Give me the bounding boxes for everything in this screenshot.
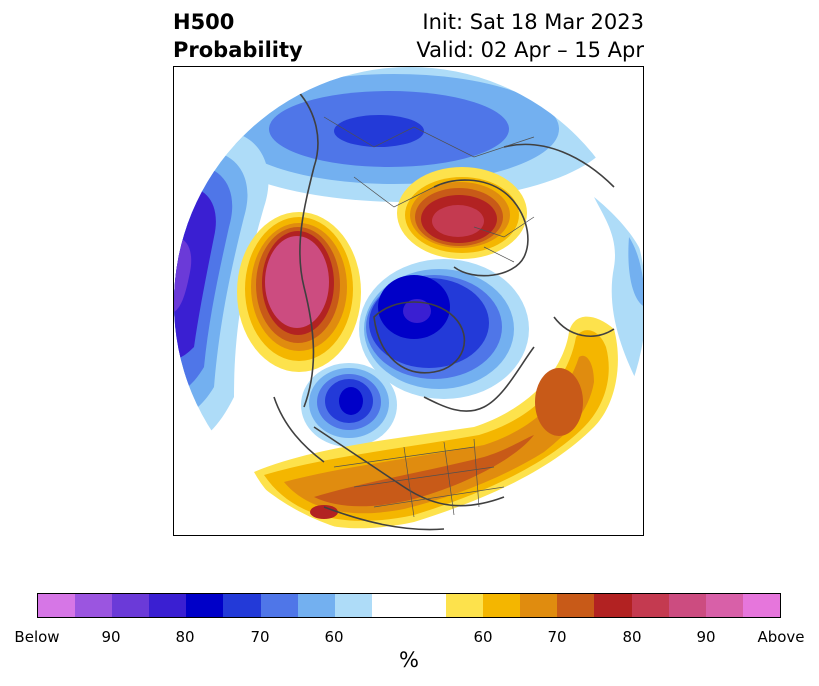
cb-seg-5 xyxy=(186,594,224,617)
cb-seg-11 xyxy=(483,594,521,617)
cb-seg-2 xyxy=(75,594,113,617)
probability-colorbar xyxy=(37,593,781,618)
cb-seg-1 xyxy=(38,594,76,617)
polar-map xyxy=(173,66,644,536)
cb-tick-below: Below xyxy=(14,628,60,646)
probability-map-svg xyxy=(174,67,643,535)
cb-seg-10 xyxy=(446,594,484,617)
title-variable: H500 xyxy=(173,10,235,34)
cb-tick-above: Above xyxy=(757,628,805,646)
cb-tick-90-below: 90 xyxy=(101,628,121,646)
cb-tick-80-above: 80 xyxy=(622,628,642,646)
coastlines xyxy=(273,86,615,531)
cb-seg-6 xyxy=(223,594,261,617)
cb-tick-60-below: 60 xyxy=(324,628,344,646)
cb-tick-70-above: 70 xyxy=(547,628,567,646)
title-type: Probability xyxy=(173,38,303,62)
date-info: Init: Sat 18 Mar 2023 Valid: 02 Apr – 15… xyxy=(416,8,644,64)
cb-tick-60-above: 60 xyxy=(473,628,493,646)
valid-range: Valid: 02 Apr – 15 Apr xyxy=(416,38,644,62)
political-borders xyxy=(323,116,535,518)
cb-seg-8 xyxy=(297,594,335,617)
cb-seg-neutral xyxy=(371,594,447,617)
cb-seg-17 xyxy=(705,594,743,617)
cb-tick-80-below: 80 xyxy=(175,628,195,646)
cb-seg-12 xyxy=(520,594,558,617)
cb-seg-14 xyxy=(594,594,632,617)
cb-seg-15 xyxy=(631,594,669,617)
colorbar-unit-label: % xyxy=(399,648,419,672)
cb-seg-3 xyxy=(112,594,150,617)
cb-tick-90-above: 90 xyxy=(696,628,716,646)
cb-seg-13 xyxy=(557,594,595,617)
cb-seg-7 xyxy=(260,594,298,617)
cb-seg-16 xyxy=(668,594,706,617)
chart-title: H500 Probability xyxy=(173,8,303,64)
init-date: Init: Sat 18 Mar 2023 xyxy=(422,10,644,34)
cb-tick-70-below: 70 xyxy=(250,628,270,646)
cb-seg-9 xyxy=(334,594,372,617)
cb-seg-18 xyxy=(742,594,780,617)
cb-seg-4 xyxy=(149,594,187,617)
